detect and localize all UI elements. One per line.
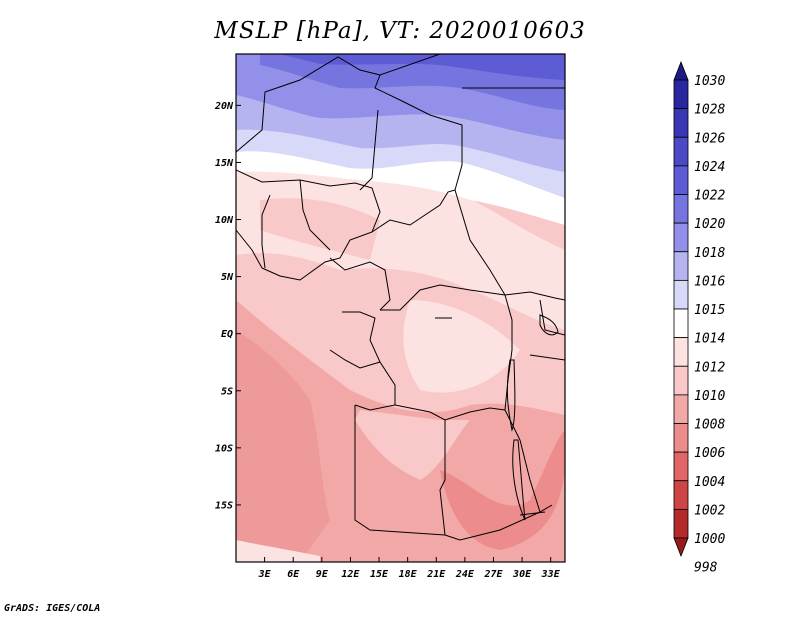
lat-tick-label: EQ (221, 329, 233, 340)
colorbar-label: 1030 (694, 74, 725, 89)
colorbar-label: 1020 (694, 217, 725, 232)
country-boundaries (236, 54, 565, 541)
colorbar-label: 1026 (694, 131, 725, 146)
axis-ticks: 3E 6E 9E 12E 15E 18E 21E 24E 27E 30E 33E 20N 15N 10N 5… (214, 101, 561, 580)
colorbar-swatch (673, 508, 689, 539)
colorbar-label: 1018 (694, 246, 725, 261)
colorbar-label: 1006 (694, 446, 725, 461)
colorbar-label: 1012 (694, 360, 725, 375)
colorbar-label: 1015 (694, 303, 725, 318)
lat-tick-label: 15S (215, 500, 233, 511)
colorbar-label: 1024 (694, 160, 725, 175)
colorbar-label: 1008 (694, 418, 725, 433)
lon-tick-label: 21E (426, 569, 446, 580)
colorbar-swatch (673, 222, 689, 253)
lon-tick-label: 18E (399, 569, 418, 580)
colorbar-swatch (673, 365, 689, 396)
colorbar-label: 1000 (694, 532, 725, 547)
colorbar-swatch (673, 194, 689, 224)
lon-tick-label: 3E (258, 569, 272, 580)
colorbar-swatch (673, 279, 689, 310)
lat-tick-label: 15N (215, 158, 234, 169)
colorbar-swatch (673, 451, 689, 482)
lat-tick-label: 10S (215, 443, 233, 454)
colorbar-swatch (673, 480, 689, 510)
lon-tick-label: 33E (541, 569, 561, 580)
colorbar-label: 1016 (694, 274, 725, 289)
colorbar-swatch (673, 394, 689, 424)
colorbar-swatch (673, 108, 689, 138)
colorbar-swatch (673, 165, 689, 195)
colorbar-swatch (673, 423, 689, 453)
colorbar-swatch (673, 308, 689, 339)
map-title: MSLP [hPa], VT: 2020010603 (214, 18, 586, 44)
colorbar-label: 998 (694, 561, 718, 576)
pressure-field (236, 54, 565, 562)
colorbar-label: 1004 (694, 475, 725, 490)
colorbar: 1030 1028 1026 1024 1022 1020 1018 1016 1015 1014… (673, 60, 725, 576)
lon-tick-label: 12E (341, 569, 360, 580)
colorbar-label: 1010 (694, 389, 725, 404)
lat-tick-label: 20N (214, 101, 234, 112)
colorbar-swatch (673, 79, 689, 110)
colorbar-label: 1022 (694, 189, 725, 204)
colorbar-label: 1028 (694, 103, 725, 118)
lon-tick-label: 30E (512, 569, 532, 580)
lon-tick-label: 15E (370, 569, 389, 580)
colorbar-label: 1014 (694, 332, 725, 347)
lon-tick-label: 6E (287, 569, 300, 580)
lat-tick-label: 10N (215, 215, 234, 226)
colorbar-label: 1002 (694, 503, 725, 518)
lon-tick-label: 24E (455, 569, 475, 580)
grads-credit: GrADS: IGES/COLA (4, 603, 101, 614)
lon-tick-label: 27E (483, 569, 503, 580)
lat-tick-label: 5S (221, 386, 233, 397)
map-frame (235, 53, 566, 563)
colorbar-swatch (673, 251, 689, 281)
lakes (435, 314, 559, 521)
colorbar-swatch (673, 60, 689, 81)
lon-tick-label: 9E (316, 569, 329, 580)
lat-tick-label: 5N (221, 272, 234, 283)
colorbar-swatch (673, 136, 689, 167)
colorbar-swatch (673, 337, 689, 367)
colorbar-swatch (673, 537, 689, 558)
